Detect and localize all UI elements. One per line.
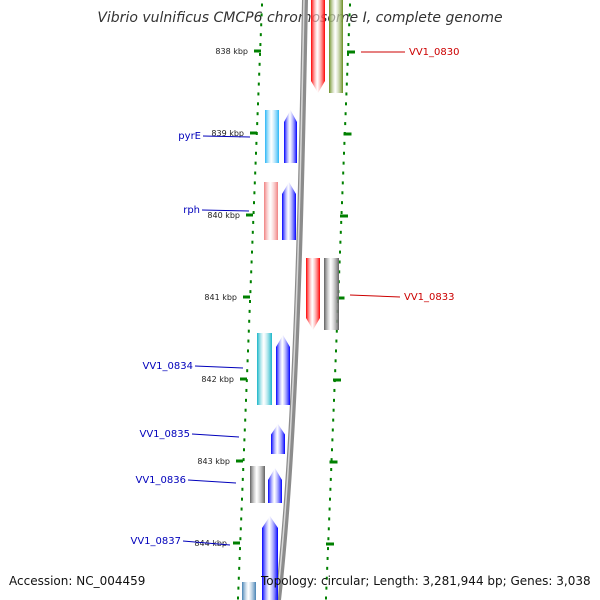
outer-major-tick	[336, 296, 345, 300]
inner-tick-track	[237, 3, 263, 600]
tick-label: 838 kbp	[215, 47, 248, 56]
gene-label-leader	[201, 209, 250, 212]
outer-major-tick	[343, 132, 352, 136]
gene-block-icon[interactable]	[265, 110, 279, 163]
gene-block-icon[interactable]	[264, 182, 278, 240]
outer-major-tick	[326, 542, 334, 546]
major-tick	[243, 295, 250, 299]
major-tick	[246, 213, 253, 217]
backbone-highlight	[276, 0, 305, 600]
tick-label: 840 kbp	[207, 211, 240, 220]
gene-block-icon[interactable]	[242, 582, 256, 600]
outer-major-tick	[333, 378, 341, 382]
gene-label[interactable]: pyrE	[178, 131, 201, 142]
gene-label-leader	[202, 135, 251, 138]
tick-label: 841 kbp	[204, 293, 237, 302]
gene-label[interactable]: VV1_0830	[409, 47, 460, 58]
gene-arrow-icon[interactable]	[284, 110, 297, 163]
outer-major-tick	[340, 214, 348, 218]
outer-major-tick	[347, 50, 355, 54]
major-tick	[233, 541, 240, 545]
major-tick	[250, 131, 257, 135]
gene-block-icon[interactable]	[250, 466, 265, 503]
gene-label[interactable]: VV1_0835	[140, 429, 191, 440]
gene-label[interactable]: VV1_0836	[136, 475, 187, 486]
outer-major-tick	[329, 460, 338, 464]
gene-arrow-icon[interactable]	[268, 468, 282, 503]
tick-label: 843 kbp	[197, 457, 230, 466]
gene-arrow-icon[interactable]	[311, 0, 325, 93]
gene-label-leader	[187, 479, 237, 484]
gene-arrow-icon[interactable]	[306, 258, 320, 330]
gene-label-leader	[182, 540, 231, 546]
major-tick	[236, 459, 243, 463]
map-title: Vibrio vulnificus CMCP6 chromosome I, co…	[97, 10, 503, 26]
backbone-line	[275, 0, 308, 600]
gene-block-icon[interactable]	[329, 0, 343, 93]
gene-block-icon[interactable]	[257, 333, 272, 405]
gene-label-leader	[191, 433, 240, 438]
gene-arrow-icon[interactable]	[282, 182, 296, 240]
gene-arrow-icon[interactable]	[271, 424, 285, 454]
gene-label-leader	[349, 294, 401, 298]
gene-arrow-icon[interactable]	[262, 516, 278, 600]
gene-label[interactable]: VV1_0837	[131, 536, 182, 547]
accession-text: Accession: NC_004459	[9, 574, 146, 588]
gene-arrow-icon[interactable]	[276, 335, 290, 405]
gene-label[interactable]: VV1_0833	[404, 292, 455, 303]
gene-block-icon[interactable]	[324, 258, 339, 330]
major-tick	[254, 49, 261, 53]
gene-label[interactable]: rph	[183, 205, 200, 216]
summary-text: Topology: circular; Length: 3,281,944 bp…	[261, 574, 591, 588]
major-tick	[240, 377, 247, 381]
tick-label: 839 kbp	[211, 129, 244, 138]
gene-label[interactable]: VV1_0834	[143, 361, 194, 372]
tick-label: 842 kbp	[201, 375, 234, 384]
gene-label-leader	[194, 365, 244, 369]
